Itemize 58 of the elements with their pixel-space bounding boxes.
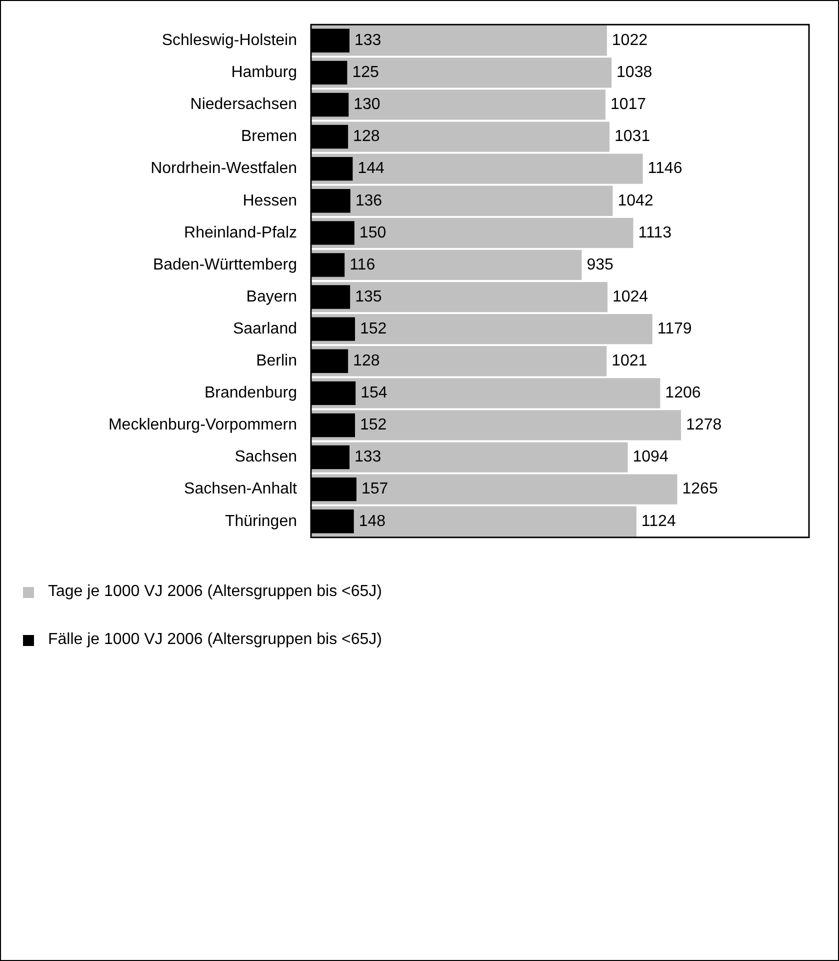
data-label: 148: [358, 512, 386, 530]
y-tick-label: Sachsen-Anhalt: [184, 480, 298, 498]
data-label: 130: [354, 96, 380, 114]
data-label: 136: [355, 192, 382, 210]
bar: [311, 474, 678, 504]
y-tick-label: Bremen: [240, 128, 297, 146]
data-label: 128: [353, 352, 380, 370]
data-label: 1094: [632, 448, 668, 466]
data-label: 116: [350, 256, 376, 274]
data-label: 1022: [612, 32, 648, 50]
y-tick-label: Rheinland-Pfalz: [184, 224, 297, 242]
y-tick-label: Hamburg: [231, 64, 297, 82]
data-label: 1113: [638, 224, 672, 242]
data-label: 1278: [686, 416, 722, 434]
data-label: 150: [359, 224, 386, 242]
bar: [311, 506, 636, 536]
data-label: 125: [352, 64, 379, 82]
data-label: 135: [355, 288, 382, 306]
y-tick-label: Thüringen: [224, 512, 297, 530]
y-tick-label: Hessen: [242, 192, 297, 210]
bar: [311, 154, 643, 184]
y-tick-label: Mecklenburg-Vorpommern: [108, 416, 297, 434]
data-label: 1265: [682, 480, 718, 498]
data-label: 1179: [657, 320, 692, 338]
legend-label: Fälle je 1000 VJ 2006 (Altersgruppen bis <65J): [48, 631, 382, 649]
y-tick-label: Berlin: [256, 352, 297, 370]
data-label: 935: [586, 256, 614, 274]
y-tick-label: Bayern: [246, 288, 297, 306]
data-label: 128: [353, 128, 380, 146]
bar: [311, 378, 660, 408]
data-label: 1024: [612, 288, 648, 306]
data-label: 1146: [648, 160, 682, 178]
y-tick-label: Niedersachsen: [190, 96, 297, 114]
data-label: 1042: [618, 192, 654, 210]
y-tick-label: Brandenburg: [204, 384, 297, 402]
data-label: 1031: [614, 128, 650, 146]
bar: [311, 186, 613, 216]
y-tick-label: Nordrhein-Westfalen: [150, 160, 297, 178]
bar: [311, 58, 612, 88]
data-label: 152: [360, 320, 387, 338]
data-label: 1021: [612, 352, 648, 370]
data-label: 1206: [665, 384, 701, 402]
y-tick-label: Saarland: [232, 320, 297, 338]
bar: [311, 26, 607, 56]
data-label: 152: [360, 416, 387, 434]
bar: [311, 346, 607, 376]
data-label: 144: [358, 160, 384, 178]
y-tick-label: Sachsen: [234, 448, 297, 466]
y-tick-label: Schleswig-Holstein: [162, 32, 297, 50]
legend-label: Tage je 1000 VJ 2006 (Altersgruppen bis <65J): [48, 583, 382, 601]
data-label: 1124: [641, 512, 676, 530]
data-label: 154: [360, 384, 388, 402]
data-label: 1038: [616, 64, 652, 82]
data-label: 133: [354, 32, 382, 50]
data-label: 157: [361, 480, 388, 498]
data-label: 133: [354, 448, 382, 466]
data-label: 1017: [610, 96, 646, 114]
y-tick-label: Baden-Württemberg: [152, 256, 297, 274]
